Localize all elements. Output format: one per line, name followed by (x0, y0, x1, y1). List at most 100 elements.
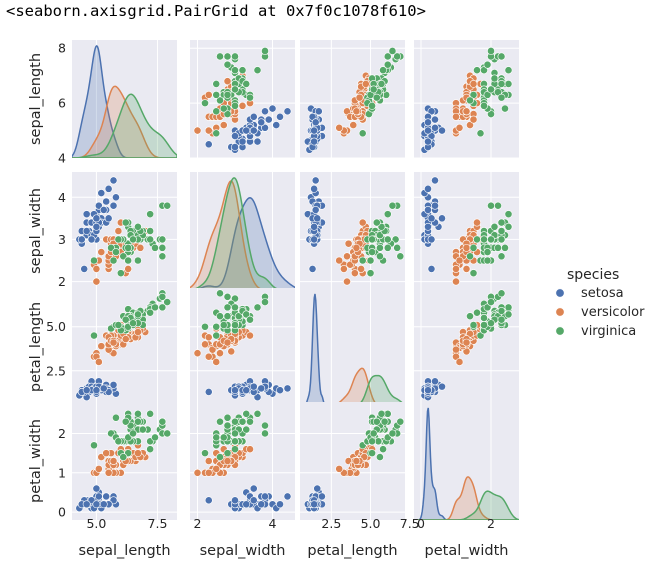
point-virginica (380, 417, 389, 426)
point-virginica (504, 80, 513, 88)
point-setosa (92, 500, 101, 509)
point-setosa (92, 386, 101, 395)
point-setosa (257, 118, 266, 127)
panel-sepal_length-vs-sepal_width (190, 40, 295, 159)
point-versicolor (204, 352, 213, 361)
point-setosa (272, 121, 281, 129)
point-virginica (201, 99, 209, 108)
point-virginica (90, 441, 98, 450)
point-virginica (379, 66, 387, 75)
point-versicolor (469, 80, 478, 88)
point-virginica (212, 90, 221, 99)
point-setosa (424, 222, 432, 231)
point-versicolor (469, 115, 478, 124)
panel-sepal_length-vs-petal_width (414, 40, 519, 159)
point-virginica (501, 243, 509, 252)
point-versicolor (102, 449, 111, 458)
ytick-label: 6 (58, 96, 66, 111)
point-versicolor (216, 349, 224, 358)
xlabel-sepal_width: sepal_width (200, 543, 286, 559)
point-setosa (310, 184, 318, 193)
point-versicolor (352, 243, 361, 252)
point-setosa (427, 132, 436, 140)
point-virginica (242, 80, 251, 88)
point-setosa (310, 500, 318, 509)
point-setosa (313, 484, 322, 493)
panel-sepal_width-vs-sepal_length (72, 172, 177, 290)
point-virginica (231, 417, 239, 426)
ylabel-petal_width: petal_width (28, 419, 44, 503)
point-virginica (494, 243, 502, 252)
legend-label-virginica: virginica (581, 324, 636, 339)
point-virginica (369, 429, 378, 438)
point-virginica (231, 303, 239, 312)
point-versicolor (92, 265, 101, 273)
point-versicolor (223, 457, 232, 465)
point-virginica (216, 453, 224, 461)
point-virginica (231, 52, 239, 61)
ylabel-petal_length: petal_length (28, 302, 44, 392)
point-virginica (246, 417, 254, 426)
point-setosa (204, 388, 213, 396)
point-virginica (231, 85, 239, 94)
point-virginica (368, 235, 376, 244)
point-versicolor (134, 328, 142, 336)
point-virginica (494, 88, 502, 97)
panel-sepal_width-vs-petal_width (414, 172, 519, 290)
point-virginica (483, 60, 492, 69)
point-virginica (121, 218, 130, 227)
output-header: <seaborn.axisgrid.PairGrid at 0x7f0c1078… (6, 2, 426, 20)
point-virginica (497, 52, 506, 61)
ytick-label: 8 (58, 41, 66, 56)
point-setosa (80, 265, 89, 273)
point-setosa (99, 206, 108, 214)
point-versicolor (473, 218, 481, 227)
point-setosa (204, 140, 213, 149)
point-virginica (504, 210, 513, 219)
point-versicolor (361, 80, 370, 88)
point-setosa (249, 382, 258, 391)
point-versicolor (124, 265, 133, 273)
point-setosa (261, 107, 269, 116)
point-virginica (372, 417, 381, 426)
point-virginica (158, 292, 167, 301)
point-setosa (424, 126, 432, 135)
panel-petal_width-vs-petal_width (414, 402, 519, 520)
point-setosa (424, 386, 432, 395)
kde-virginica (414, 490, 519, 520)
point-virginica (369, 85, 378, 94)
panel-petal_length-vs-sepal_length (72, 288, 177, 406)
point-setosa (427, 107, 436, 116)
point-versicolor (104, 468, 113, 477)
legend-marker-setosa (555, 288, 565, 298)
point-versicolor (344, 239, 353, 248)
point-virginica (112, 248, 120, 256)
point-virginica (158, 252, 167, 261)
ytick-label: 2 (58, 426, 66, 441)
point-setosa (82, 386, 91, 395)
point-versicolor (357, 265, 366, 273)
point-virginica (223, 90, 232, 99)
point-virginica (163, 298, 172, 306)
point-virginica (388, 47, 397, 55)
point-virginica (216, 289, 224, 298)
point-virginica (393, 243, 402, 252)
point-virginica (201, 449, 209, 458)
point-versicolor (109, 338, 118, 347)
point-setosa (102, 492, 111, 501)
point-virginica (379, 445, 387, 454)
point-setosa (97, 189, 106, 197)
point-virginica (358, 256, 367, 265)
point-virginica (231, 66, 239, 75)
xtick-label: 7.5 (148, 516, 168, 531)
point-setosa (313, 214, 322, 223)
point-virginica (393, 52, 402, 61)
point-versicolor (352, 457, 361, 465)
point-setosa (427, 265, 436, 273)
point-virginica (372, 93, 381, 102)
point-virginica (129, 319, 137, 328)
point-virginica (134, 310, 142, 319)
xlabel-sepal_length: sepal_length (78, 543, 170, 559)
point-versicolor (462, 243, 471, 252)
point-setosa (431, 377, 439, 386)
